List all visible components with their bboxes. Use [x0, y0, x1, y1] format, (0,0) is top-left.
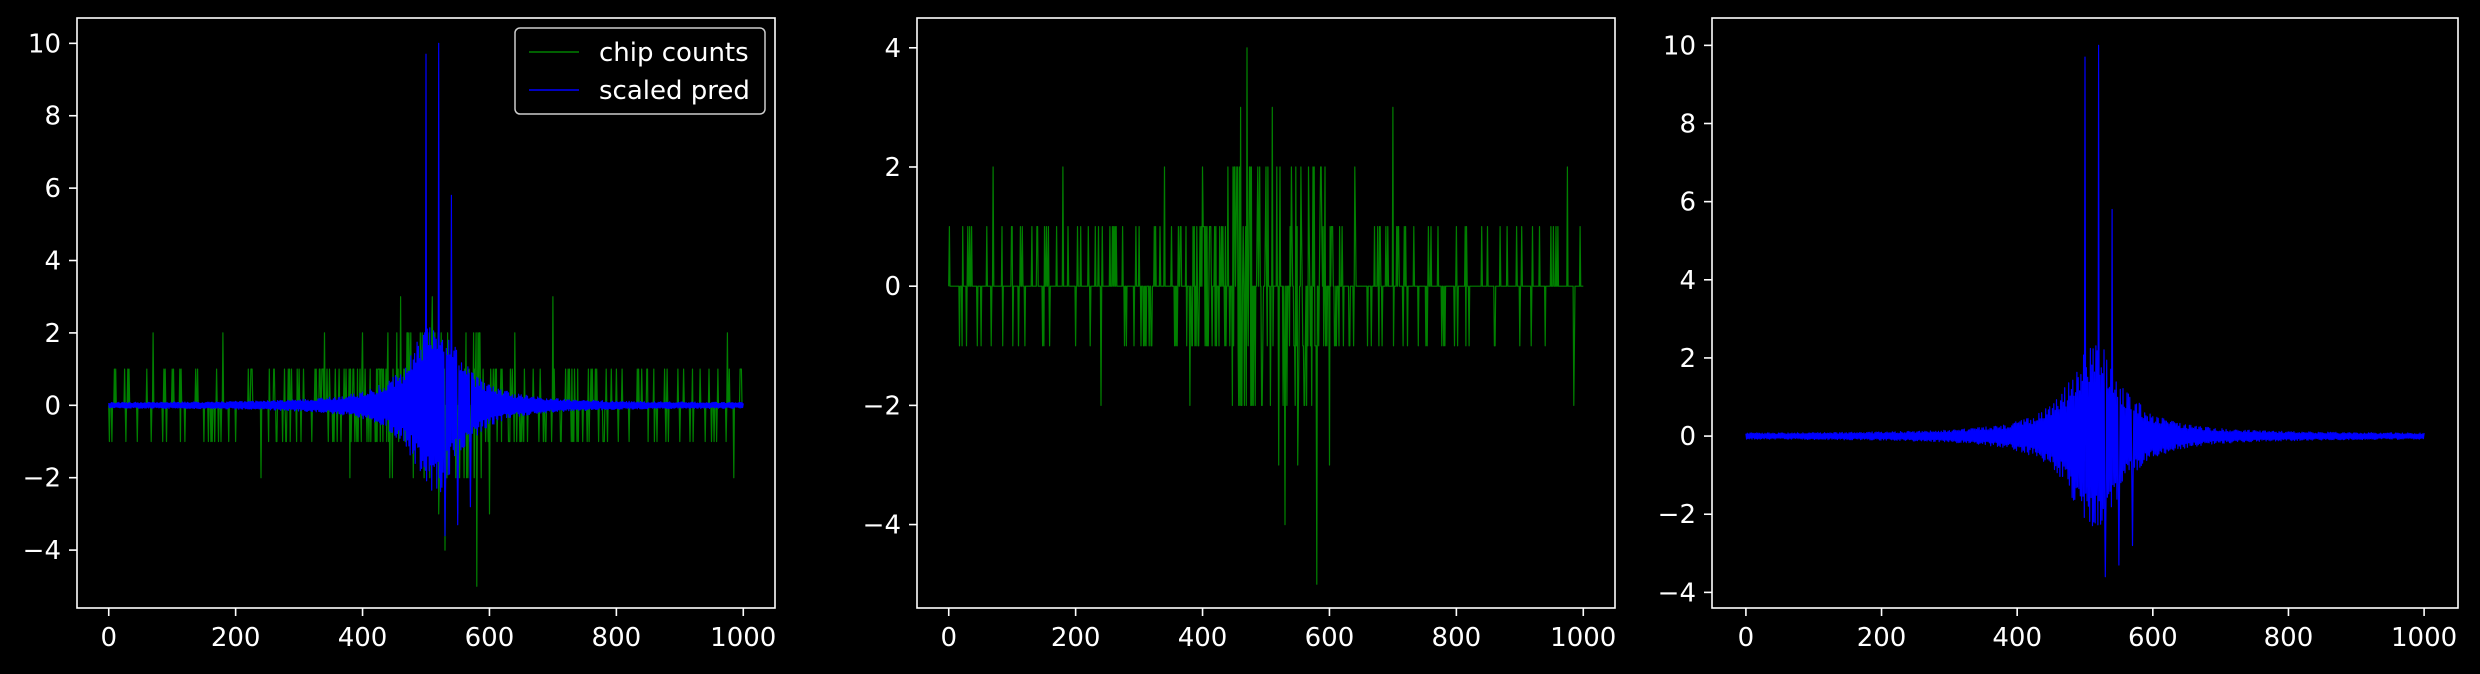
- y-tick-label: 4: [44, 247, 61, 277]
- x-tick-label: 0: [1738, 623, 1755, 653]
- y-tick-label: −2: [23, 464, 61, 494]
- chart-panel-2: 0 200 400 600 800 1000 −4 −2 0 2 4: [863, 17, 1616, 653]
- axes-frame: [1711, 17, 2459, 609]
- y-tick-label: 0: [44, 391, 61, 421]
- y-tick-label: 2: [44, 319, 61, 349]
- y-tick-label: −4: [863, 511, 901, 541]
- y-tick-label: 6: [44, 174, 61, 204]
- chart-panel-1: 0 200 400 600 800 1000 −4 −2 0 2 4 6 8 10 chip counts s…: [23, 17, 776, 653]
- x-tick-label: 0: [100, 623, 117, 653]
- legend: chip counts scaled pred: [514, 27, 766, 115]
- axes-frame: [76, 17, 776, 609]
- x-tick-label: 800: [1432, 623, 1482, 653]
- plot-area: [1745, 44, 2425, 578]
- y-tick-label: 0: [884, 272, 901, 302]
- x-tick-label: 1000: [710, 623, 776, 653]
- y-tick-label: −4: [23, 536, 61, 566]
- y-tick-label: −2: [1658, 500, 1696, 530]
- y-tick-label: 2: [1679, 344, 1696, 374]
- x-tick-label: 600: [465, 623, 515, 653]
- y-tick-label: 2: [884, 153, 901, 183]
- y-tick-label: 0: [1679, 422, 1696, 452]
- x-tick-label: 600: [2128, 623, 2178, 653]
- legend-box: [514, 27, 766, 115]
- y-tick-label: 8: [1679, 109, 1696, 139]
- y-tick-label: 4: [884, 34, 901, 64]
- x-tick-label: 800: [2264, 623, 2314, 653]
- x-tick-label: 1000: [2391, 623, 2457, 653]
- series-line-scaled-pred: [108, 42, 744, 537]
- y-tick-label: −4: [1658, 578, 1696, 608]
- y-tick-label: 10: [1663, 31, 1696, 61]
- legend-entry: chip counts: [599, 38, 749, 68]
- x-tick-label: 400: [338, 623, 388, 653]
- y-tick-label: 8: [44, 102, 61, 132]
- y-tick-label: −2: [863, 391, 901, 421]
- x-tick-label: 400: [1178, 623, 1228, 653]
- x-tick-label: 800: [592, 623, 642, 653]
- x-tick-label: 1000: [1550, 623, 1616, 653]
- x-tick-label: 200: [1857, 623, 1907, 653]
- axes-frame: [916, 17, 1616, 609]
- x-tick-label: 0: [940, 623, 957, 653]
- x-tick-label: 400: [1992, 623, 2042, 653]
- series-line-chip-counts: [948, 47, 1584, 585]
- x-tick-label: 600: [1305, 623, 1355, 653]
- legend-entry: scaled pred: [599, 76, 750, 106]
- chart-panel-3: 0 200 400 600 800 1000 −4 −2 0 2 4 6 8 10: [1658, 17, 2459, 653]
- plot-area: [108, 42, 744, 587]
- x-tick-label: 200: [1051, 623, 1101, 653]
- plot-area: [948, 47, 1584, 585]
- y-tick-label: 4: [1679, 266, 1696, 296]
- y-tick-label: 10: [28, 29, 61, 59]
- x-tick-label: 200: [211, 623, 261, 653]
- y-tick-label: 6: [1679, 188, 1696, 218]
- series-line-scaled-pred: [1745, 44, 2425, 578]
